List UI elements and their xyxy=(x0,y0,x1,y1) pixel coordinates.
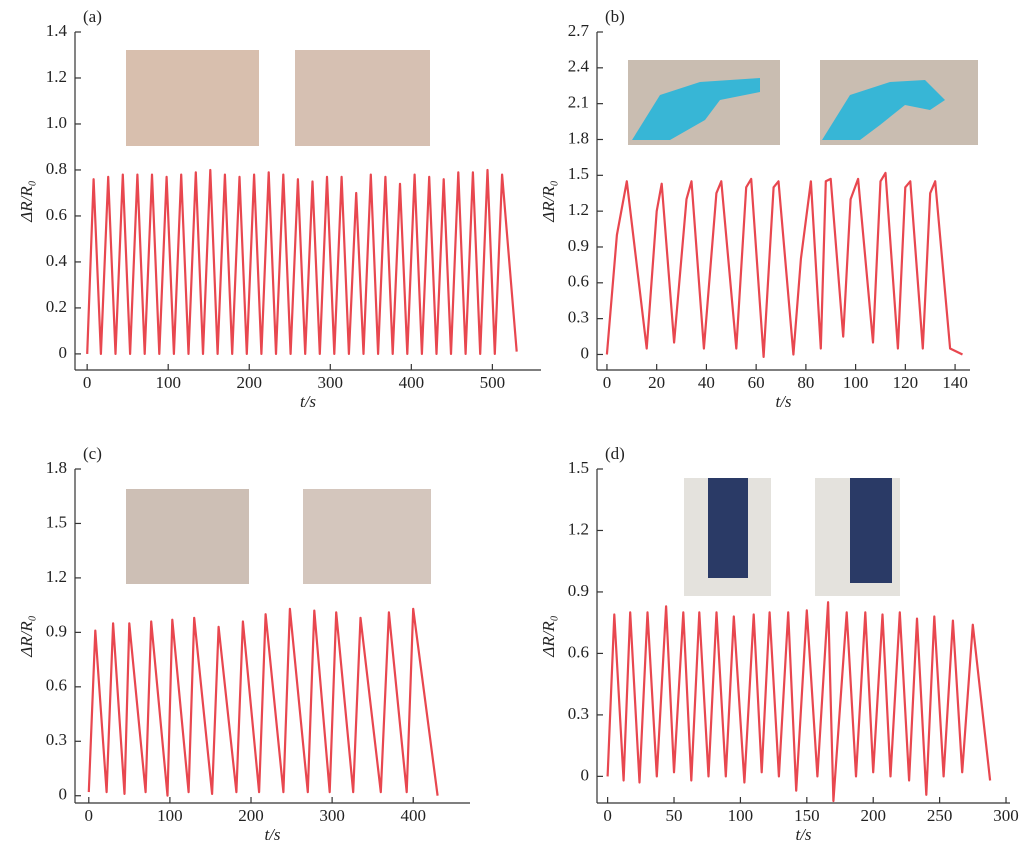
y-tick-label: 2.7 xyxy=(568,21,590,40)
x-axis-label: t/s xyxy=(300,392,316,411)
y-tick-label: 0.6 xyxy=(568,272,589,291)
x-tick-label: 0 xyxy=(83,373,92,392)
y-tick-label: 0.6 xyxy=(568,642,589,661)
x-tick-label: 0 xyxy=(603,806,612,825)
x-tick-label: 100 xyxy=(843,373,869,392)
y-tick-label: 1.5 xyxy=(568,458,589,477)
x-tick-label: 100 xyxy=(728,806,754,825)
y-tick-label: 1.5 xyxy=(46,512,67,531)
x-axis-label: t/s xyxy=(775,392,791,411)
data-line xyxy=(87,170,517,354)
x-tick-label: 200 xyxy=(860,806,886,825)
y-tick-label: 1.2 xyxy=(568,200,589,219)
x-tick-label: 40 xyxy=(698,373,715,392)
y-tick-label: 0.9 xyxy=(568,236,589,255)
y-tick-label: 0.6 xyxy=(46,676,67,695)
x-tick-label: 140 xyxy=(942,373,968,392)
y-tick-label: 1.0 xyxy=(46,113,67,132)
photo xyxy=(295,50,430,146)
x-tick-label: 250 xyxy=(927,806,953,825)
y-axis-label: ΔR/R₀ xyxy=(539,615,558,657)
photo xyxy=(126,50,259,146)
photo xyxy=(126,489,249,584)
x-tick-label: 400 xyxy=(399,373,425,392)
x-tick-label: 0 xyxy=(603,373,612,392)
x-tick-label: 300 xyxy=(993,806,1019,825)
y-tick-label: 2.4 xyxy=(568,57,590,76)
y-tick-label: 2.1 xyxy=(568,93,589,112)
data-line xyxy=(607,173,963,357)
y-tick-label: 1.2 xyxy=(46,567,67,586)
x-tick-label: 50 xyxy=(666,806,683,825)
y-tick-label: 0.3 xyxy=(46,730,67,749)
y-tick-label: 0.3 xyxy=(568,704,589,723)
x-tick-label: 100 xyxy=(155,373,181,392)
y-tick-label: 0.8 xyxy=(46,159,67,178)
x-tick-label: 500 xyxy=(480,373,506,392)
photos xyxy=(126,50,978,596)
y-axis-label: ΔR/R₀ xyxy=(17,615,36,657)
x-tick-label: 20 xyxy=(648,373,665,392)
panel-label: (d) xyxy=(605,444,625,463)
x-tick-label: 200 xyxy=(236,373,262,392)
x-tick-label: 400 xyxy=(400,806,426,825)
x-axis-label: t/s xyxy=(264,825,280,844)
y-tick-label: 0.9 xyxy=(568,581,589,600)
x-axis-label: t/s xyxy=(795,825,811,844)
x-tick-label: 120 xyxy=(893,373,919,392)
photo xyxy=(303,489,431,584)
y-tick-label: 0 xyxy=(581,765,590,784)
panel-label: (b) xyxy=(605,7,625,26)
x-tick-label: 150 xyxy=(794,806,820,825)
panel-label: (a) xyxy=(83,7,102,26)
y-tick-label: 1.5 xyxy=(568,164,589,183)
y-axis-label: ΔR/R₀ xyxy=(539,180,558,222)
y-axis-label: ΔR/R₀ xyxy=(17,180,36,222)
data-line xyxy=(608,602,991,801)
figure: 00.20.40.60.81.01.21.40100200300400500t/… xyxy=(0,0,1027,853)
y-tick-label: 0 xyxy=(59,785,68,804)
y-tick-label: 0.9 xyxy=(46,621,67,640)
jeans xyxy=(708,478,748,578)
y-tick-label: 1.2 xyxy=(46,67,67,86)
y-tick-label: 1.8 xyxy=(46,458,67,477)
y-tick-label: 0.6 xyxy=(46,205,67,224)
data-line xyxy=(89,609,438,796)
x-tick-label: 200 xyxy=(238,806,264,825)
x-tick-label: 80 xyxy=(797,373,814,392)
x-tick-label: 300 xyxy=(319,806,345,825)
x-tick-label: 300 xyxy=(318,373,344,392)
y-tick-label: 0.4 xyxy=(46,251,68,270)
jeans xyxy=(850,478,892,583)
x-tick-label: 0 xyxy=(85,806,94,825)
y-tick-label: 0 xyxy=(581,343,590,362)
y-tick-label: 0.2 xyxy=(46,297,67,316)
y-tick-label: 1.4 xyxy=(46,21,68,40)
y-tick-label: 0.3 xyxy=(568,308,589,327)
x-tick-label: 100 xyxy=(157,806,183,825)
y-tick-label: 1.8 xyxy=(568,128,589,147)
x-tick-label: 60 xyxy=(748,373,765,392)
panel-label: (c) xyxy=(83,444,102,463)
y-tick-label: 1.2 xyxy=(568,519,589,538)
y-tick-label: 0 xyxy=(59,343,68,362)
